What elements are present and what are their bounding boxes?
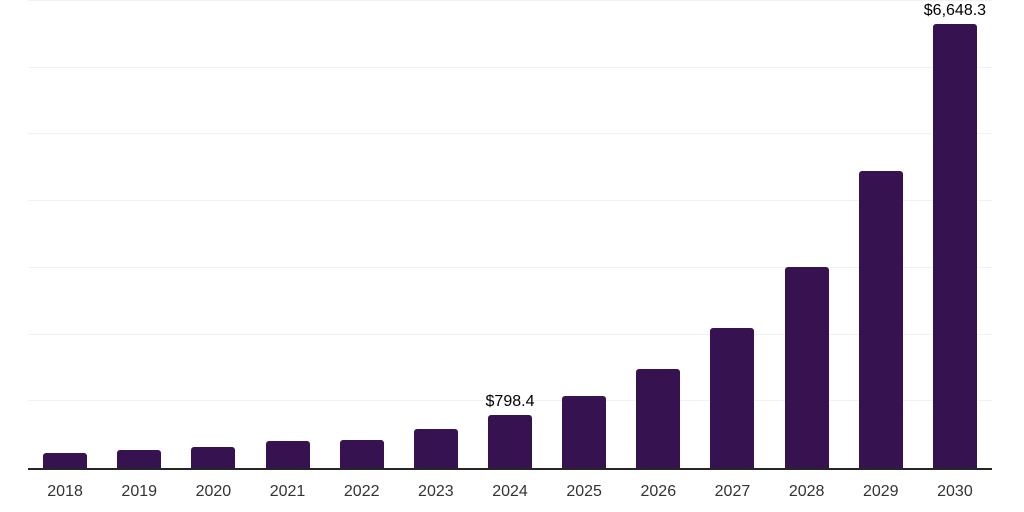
bar-2027	[710, 327, 755, 468]
bar-2019	[117, 449, 162, 468]
bar-2020	[191, 447, 236, 468]
x-tick-2024: 2024	[492, 483, 528, 500]
x-tick-2030: 2030	[937, 483, 973, 500]
bar-2024	[488, 414, 532, 468]
data-label-2030: $6,648.3	[923, 2, 987, 20]
x-tick-2018: 2018	[47, 483, 83, 500]
x-tick-2019: 2019	[121, 483, 158, 500]
bar-2022	[339, 439, 384, 468]
x-tick-2028: 2028	[788, 483, 825, 500]
bar-2018	[43, 453, 88, 468]
x-tick-2026: 2026	[640, 483, 677, 500]
x-tick-2029: 2029	[862, 483, 899, 500]
plot-area: $798.4 $6,648.3	[28, 0, 992, 470]
x-tick-2025: 2025	[566, 483, 602, 500]
gridline-4000	[28, 200, 992, 202]
gridline-3000	[28, 266, 992, 268]
x-tick-2023: 2023	[418, 483, 454, 500]
bar-2025	[562, 395, 607, 468]
x-axis-line	[28, 468, 992, 470]
bar-2028	[784, 267, 829, 468]
bar-2030	[932, 24, 977, 468]
x-tick-2027: 2027	[714, 483, 751, 500]
gridline-1000	[28, 400, 992, 402]
bar-2029	[858, 171, 903, 468]
x-tick-2020: 2020	[195, 483, 232, 500]
gridline-5000	[28, 133, 992, 135]
gridline-2000	[28, 333, 992, 335]
bar-2023	[413, 428, 458, 468]
x-tick-2021: 2021	[269, 483, 306, 500]
data-label-2024: $798.4	[485, 392, 535, 410]
x-axis-tick-labels: 2018 2019 2020 2021 2022 2023 2024 2025 2026 2027…	[28, 480, 992, 504]
x-tick-2022: 2022	[343, 483, 380, 500]
gridline-6000	[28, 66, 992, 68]
bar-2021	[265, 440, 310, 468]
bar-2026	[636, 368, 681, 468]
gridline-7000	[28, 0, 992, 1]
